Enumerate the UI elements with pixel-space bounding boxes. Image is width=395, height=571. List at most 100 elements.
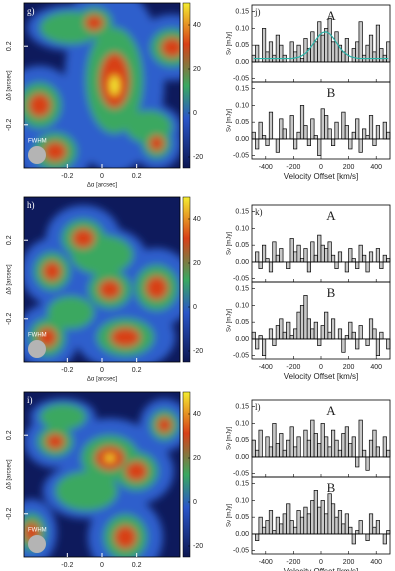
spectrum-bar: [386, 449, 391, 458]
spectrum-bar: [375, 520, 381, 535]
spectrum-bar: [331, 318, 336, 340]
spectrum-bar: [379, 261, 384, 269]
spectrum-bar: [299, 258, 305, 263]
spectrum-bar: [337, 328, 343, 340]
spectrum-bar: [255, 449, 260, 458]
spectrum-bar: [251, 131, 256, 140]
spectrum-bar: [296, 436, 301, 458]
spectrum-bar: [351, 331, 356, 340]
spectrum-bar: [358, 244, 363, 263]
series-name: B: [327, 285, 336, 300]
beam-label: FWHM: [28, 333, 47, 339]
y-tick-label: 0.10: [235, 102, 249, 109]
spectrum-bar: [296, 510, 301, 535]
spectrum-bar: [313, 135, 318, 140]
red-region: [160, 37, 180, 58]
y-tick-label: 0.10: [235, 25, 249, 32]
spectrum-bar: [341, 338, 346, 353]
spectrum-bar: [344, 38, 349, 63]
spectrum-bar: [275, 254, 280, 263]
x-tick-label: 0: [100, 367, 104, 374]
y-tick-label: -0.05: [233, 547, 249, 554]
spectrum-bar: [303, 248, 308, 263]
y-tick-label: 0.05: [235, 514, 249, 521]
spectrum-bar: [262, 244, 267, 263]
spectrum-bar: [275, 516, 280, 535]
spectrum-bar: [344, 335, 349, 340]
spectrum-bar: [258, 516, 263, 535]
beam: [28, 146, 46, 164]
panel-label: i): [27, 395, 33, 405]
spectrum-bar: [279, 318, 284, 340]
y-axis-label: Δδ [arcsec]: [7, 70, 13, 100]
spectrum-bar: [303, 429, 308, 458]
colorbar-tick-label: -20: [193, 348, 203, 355]
spectrum-bar: [331, 138, 336, 146]
spectrum-bar: [334, 261, 339, 269]
spectrum-bar: [272, 530, 277, 535]
spectrum-bar: [324, 513, 329, 535]
x-axis-label: Velocity Offset [km/s]: [284, 372, 359, 381]
spectrum-bar: [344, 125, 349, 140]
colorbar: [182, 196, 191, 363]
spectrum-bar: [317, 21, 322, 63]
spectrum-bar: [331, 503, 336, 535]
x-tick-label: -200: [286, 364, 300, 371]
spectrum-bar: [258, 261, 263, 269]
red-region: [149, 135, 165, 152]
spectrum-bar: [324, 311, 329, 340]
red-region: [156, 417, 172, 433]
spectrum-bar: [310, 118, 315, 140]
spectrum-bar: [331, 41, 336, 63]
spectrum-bar: [368, 115, 374, 140]
red-region: [42, 261, 62, 282]
spectrum-bar: [386, 530, 391, 535]
spectrum-bar: [317, 138, 322, 157]
y-axis-label: Sν [mJy]: [227, 309, 233, 332]
spectrum-bar: [327, 331, 332, 340]
spectrum-bar: [251, 331, 256, 340]
spectrum-bar: [375, 125, 381, 140]
panel-label: k): [255, 207, 263, 217]
spectrum-bar: [275, 443, 280, 458]
spectrum-bar: [268, 328, 274, 340]
x-tick-label: -400: [259, 164, 273, 171]
y-tick-label: 0.2: [6, 430, 13, 440]
spectrum-bar: [289, 426, 294, 458]
x-tick-label: 0: [319, 364, 323, 371]
map-image: [24, 3, 180, 168]
y-tick-label: 0.00: [235, 259, 249, 266]
colorbar-tick-label: 0: [193, 304, 197, 311]
spectrum-bar: [293, 138, 298, 150]
map-emission: [24, 3, 180, 168]
y-tick-label: 0.10: [235, 225, 249, 232]
spectrum-bar: [320, 500, 325, 535]
spectrum-bar: [268, 261, 274, 273]
y-tick-label: 0.10: [235, 420, 249, 427]
spectrum-bar: [375, 24, 381, 63]
spectrum-bar: [279, 248, 284, 263]
spectrum-bar: [344, 261, 349, 273]
spectrum-bar: [324, 436, 329, 458]
red-region: [145, 275, 168, 300]
spectrum-bar: [272, 338, 277, 346]
spectrum-bar: [320, 108, 325, 140]
y-tick-label: 0.00: [235, 336, 249, 343]
spectrum-bar: [351, 436, 356, 458]
spectrum-bar: [282, 128, 287, 140]
spectrum-bar: [251, 439, 256, 458]
spectrum-bar: [382, 533, 387, 545]
spectrum-bar: [348, 321, 353, 340]
spectrum-bar: [334, 439, 339, 458]
red-region: [45, 433, 65, 450]
spectrum-bar: [299, 305, 305, 340]
spectrum-bar: [268, 510, 274, 535]
yellow-region: [105, 454, 115, 462]
y-axis-label: Sν [mJy]: [227, 109, 233, 132]
x-tick-label: -0.2: [61, 367, 73, 374]
spectrum-bar: [303, 38, 308, 63]
spectrum-bar: [258, 335, 263, 340]
spectrum-bar: [348, 526, 353, 535]
spectrum-bar: [306, 439, 312, 458]
